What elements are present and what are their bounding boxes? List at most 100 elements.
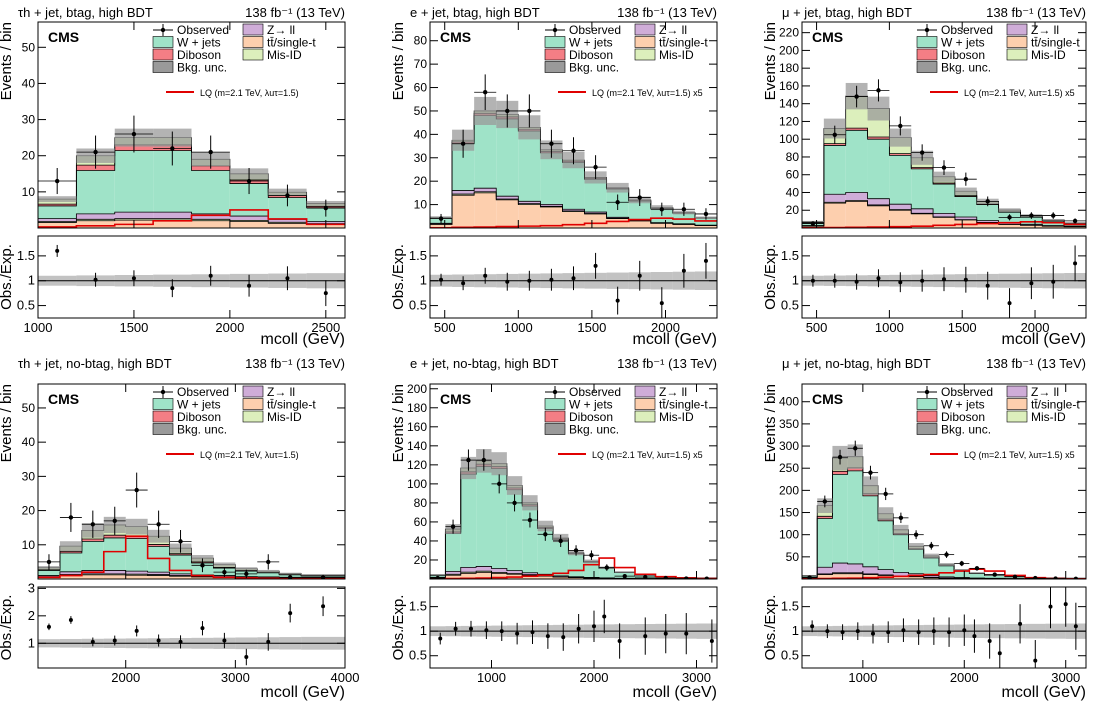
bar-zll-2 xyxy=(474,188,497,192)
bar-diboson-2 xyxy=(832,471,848,475)
bar-wjets-3 xyxy=(847,470,863,564)
ratio-point-1 xyxy=(832,278,837,283)
ratio-point-1 xyxy=(68,617,73,622)
ytick-label: 200 xyxy=(407,382,427,396)
bar-ttbar-3 xyxy=(476,572,492,579)
bar-zll-6 xyxy=(268,219,307,223)
obs-point-0 xyxy=(807,575,812,579)
legend-label: Diboson xyxy=(569,48,613,62)
stack-outline-zll xyxy=(802,192,1086,227)
stack-outline-zll xyxy=(430,187,717,226)
bar-misid-3 xyxy=(153,218,192,221)
obs-point-12 xyxy=(1072,218,1078,224)
bar-wjets-4 xyxy=(518,131,541,202)
legend-label: Z→ ll xyxy=(659,385,687,399)
legend-swatch xyxy=(634,398,656,410)
obs-point-3 xyxy=(505,108,510,114)
ytick-label: 40 xyxy=(414,127,428,141)
bar-zll-4 xyxy=(491,568,507,573)
bar-diboson-6 xyxy=(169,553,192,556)
ratio-plot-area xyxy=(38,244,345,307)
unc-band-3 xyxy=(847,444,863,469)
xtick-label: 2000 xyxy=(215,320,244,335)
unc-band-9 xyxy=(938,563,955,566)
legend-label: Bkg. unc. xyxy=(941,423,991,437)
bar-diboson-1 xyxy=(817,516,833,519)
ratio-ytick-label: 0.5 xyxy=(409,298,427,313)
bar-ttbar-5 xyxy=(911,213,934,228)
bar-wjets-4 xyxy=(889,155,912,205)
legend-swatch xyxy=(916,48,938,61)
bar-ttbar-1 xyxy=(452,195,475,228)
bar-ttbar-0 xyxy=(430,224,453,228)
obs-point-9 xyxy=(573,548,579,553)
ratio-point-2 xyxy=(854,279,859,284)
legend-swatch xyxy=(634,23,656,36)
legend-swatch xyxy=(544,48,566,61)
ratio-frame xyxy=(429,235,718,319)
bar-ttbar-0 xyxy=(38,222,77,228)
panel-title: μ + jet, btag, high BDT xyxy=(782,5,912,20)
obs-point-0 xyxy=(54,178,60,184)
ratio-point-0 xyxy=(439,277,444,282)
legend-label: Diboson xyxy=(941,48,985,62)
ratio-point-10 xyxy=(962,628,967,633)
ratio-point-11 xyxy=(288,611,293,616)
legend-label: W + jets xyxy=(177,36,221,50)
ratio-ytick-label: 0.5 xyxy=(409,648,427,663)
ratio-ytick-label: 0.5 xyxy=(781,298,799,313)
bar-ttbar-0 xyxy=(38,577,60,579)
obs-point-10 xyxy=(1029,213,1034,218)
ratio-point-9 xyxy=(1007,301,1012,306)
ratio-point-5 xyxy=(549,277,554,282)
bar-diboson-5 xyxy=(911,167,934,169)
legend-label: tt̄/single-t xyxy=(267,398,316,412)
ytick-label: 40 xyxy=(786,185,800,199)
ratio-ytick-label: 1.5 xyxy=(409,248,427,263)
legend-label: Diboson xyxy=(941,410,985,424)
ratio-point-16 xyxy=(1048,604,1053,609)
obs-point-6 xyxy=(941,165,947,170)
legend-swatch xyxy=(242,398,264,410)
ratio-point-4 xyxy=(898,280,903,285)
obs-point-4 xyxy=(527,108,532,114)
ratio-frame xyxy=(801,586,1087,669)
bar-misid-4 xyxy=(191,219,230,221)
obs-point-10 xyxy=(266,559,271,565)
obs-point-9 xyxy=(1007,215,1012,220)
ratio-point-5 xyxy=(920,278,925,283)
unc-band-2 xyxy=(474,96,497,125)
x-axis-label: mcoll (GeV) xyxy=(261,684,345,701)
stack-outline-diboson xyxy=(802,127,1086,224)
bar-wjets-11 xyxy=(599,568,615,578)
obs-point-7 xyxy=(323,205,329,211)
bar-wjets-5 xyxy=(911,168,934,209)
xtick-label: 1000 xyxy=(504,320,533,335)
ratio-point-10 xyxy=(659,301,664,306)
ratio-frame xyxy=(37,586,346,669)
ytick-label: 40 xyxy=(22,76,36,90)
ytick-label: 140 xyxy=(407,439,427,453)
xtick-label: 2000 xyxy=(950,670,979,685)
obs-point-6 xyxy=(527,517,533,523)
ratio-point-6 xyxy=(285,276,290,281)
bar-zll-3 xyxy=(496,196,519,199)
bar-misid-6 xyxy=(268,222,307,224)
x-axis-label: mcoll (GeV) xyxy=(261,331,345,348)
bar-ttbar-6 xyxy=(522,575,538,579)
bar-zll-7 xyxy=(584,212,607,214)
bar-wjets-11 xyxy=(969,573,985,579)
obs-point-7 xyxy=(913,532,919,537)
obs-point-5 xyxy=(156,522,161,527)
obs-point-1 xyxy=(68,515,74,520)
ytick-label: 20 xyxy=(22,149,36,163)
ratio-ytick-label: 1 xyxy=(28,635,35,650)
legend-swatch xyxy=(152,423,174,435)
ytick-label: 50 xyxy=(414,104,428,118)
obs-point-5 xyxy=(246,178,252,184)
main-plot-area xyxy=(38,472,345,579)
legend-label: Mis-ID xyxy=(659,410,694,424)
obs-point-0 xyxy=(438,216,444,221)
main-frame xyxy=(429,21,718,229)
ytick-label: 180 xyxy=(779,61,799,75)
